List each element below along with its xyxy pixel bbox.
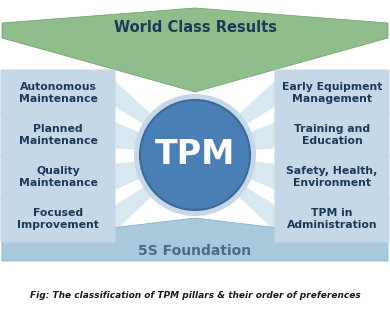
Text: Fig: The classification of TPM pillars & their order of preferences: Fig: The classification of TPM pillars &…: [30, 290, 360, 299]
Polygon shape: [114, 80, 195, 155]
Circle shape: [140, 100, 250, 210]
Text: TPM: TPM: [155, 139, 235, 172]
Polygon shape: [114, 122, 195, 155]
FancyBboxPatch shape: [275, 153, 390, 201]
Polygon shape: [2, 8, 388, 92]
Text: Training and
Education: Training and Education: [294, 124, 370, 146]
Polygon shape: [195, 80, 276, 155]
FancyBboxPatch shape: [0, 111, 115, 159]
Polygon shape: [2, 218, 388, 261]
FancyBboxPatch shape: [275, 195, 390, 243]
Text: TPM in
Administration: TPM in Administration: [287, 208, 377, 230]
Text: 5S Foundation: 5S Foundation: [138, 244, 252, 258]
Text: Focused
Improvement: Focused Improvement: [17, 208, 99, 230]
Text: Safety, Health,
Environment: Safety, Health, Environment: [286, 166, 378, 188]
Text: Quality
Maintenance: Quality Maintenance: [19, 166, 98, 188]
FancyBboxPatch shape: [275, 69, 390, 117]
Circle shape: [134, 94, 256, 216]
FancyBboxPatch shape: [275, 111, 390, 159]
Polygon shape: [114, 155, 195, 232]
FancyBboxPatch shape: [0, 195, 115, 243]
FancyBboxPatch shape: [0, 69, 115, 117]
Polygon shape: [195, 122, 276, 155]
FancyBboxPatch shape: [0, 153, 115, 201]
Polygon shape: [195, 155, 276, 190]
Text: Planned
Maintenance: Planned Maintenance: [19, 124, 98, 146]
Text: World Class Results: World Class Results: [113, 20, 277, 36]
Text: Autonomous
Maintenance: Autonomous Maintenance: [19, 82, 98, 104]
Polygon shape: [114, 155, 195, 190]
Text: Early Equipment
Management: Early Equipment Management: [282, 82, 382, 104]
Polygon shape: [195, 155, 276, 232]
